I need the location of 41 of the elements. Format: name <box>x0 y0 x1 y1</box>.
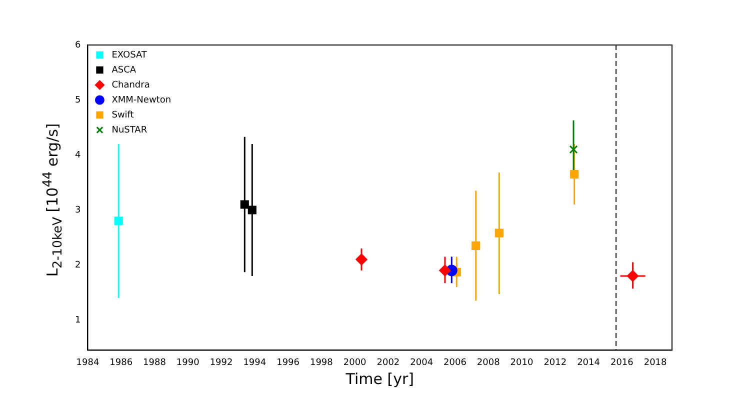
x-tick-label: 2018 <box>644 358 668 368</box>
x-tick-label: 2000 <box>343 358 367 368</box>
legend-label: XMM-Newton <box>112 95 172 106</box>
x-tick-label: 1998 <box>310 358 334 368</box>
y-tick-label: 5 <box>74 95 81 106</box>
legend-label: ASCA <box>112 65 137 76</box>
point <box>627 270 639 282</box>
x-tick-label: 1992 <box>210 358 233 368</box>
x-tick-label: 1984 <box>76 358 100 368</box>
point <box>494 228 504 238</box>
legend-label: Chandra <box>112 80 150 90</box>
y-tick-label: 2 <box>74 260 81 270</box>
x-tick-label: 1986 <box>110 358 133 368</box>
point <box>569 145 578 154</box>
x-tick-label: 2006 <box>444 358 467 368</box>
x-tick-label: 2016 <box>610 358 634 368</box>
x-tick-label: 2014 <box>577 358 600 368</box>
point <box>356 254 368 266</box>
point <box>472 241 480 250</box>
point <box>570 170 579 179</box>
legend-label: EXOSAT <box>112 50 148 60</box>
x-tick-label: 2012 <box>544 358 567 368</box>
x-tick-label: 2010 <box>510 358 534 368</box>
legend-label: NuSTAR <box>112 125 148 136</box>
y-tick-label: 6 <box>74 40 81 50</box>
x-tick-label: 1994 <box>243 358 266 368</box>
legend-label: Swift <box>112 110 134 120</box>
point <box>114 216 123 226</box>
point <box>248 206 256 214</box>
x-tick-label: 1996 <box>276 358 300 368</box>
x-tick-label: 2004 <box>410 358 434 368</box>
point <box>240 200 249 209</box>
x-tick-label: 1988 <box>143 358 166 368</box>
x-tick-label: 2002 <box>376 358 400 368</box>
y-tick-label: 3 <box>74 205 81 216</box>
point <box>439 264 451 276</box>
y-tick-label: 1 <box>74 315 81 326</box>
x-tick-label: 2008 <box>476 358 500 368</box>
y-tick-label: 4 <box>74 150 81 160</box>
x-axis-title: Time [yr] <box>344 370 414 388</box>
x-tick-label: 1990 <box>176 358 200 368</box>
